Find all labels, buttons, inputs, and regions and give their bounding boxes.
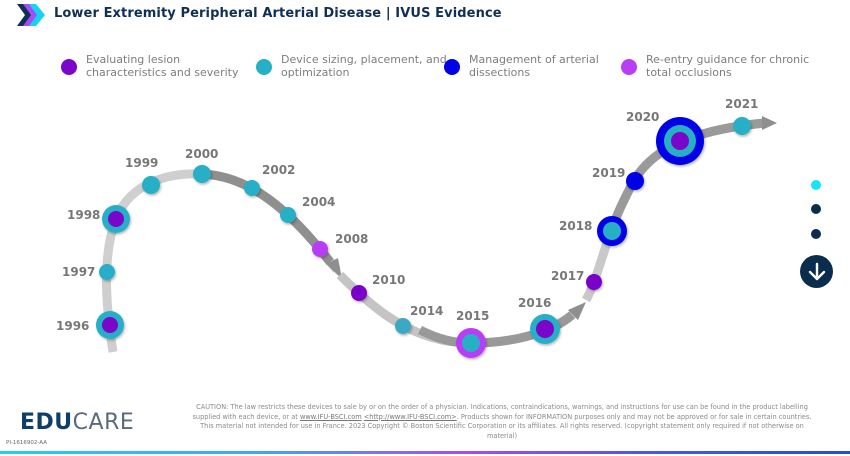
chevron-arrows-icon (17, 4, 45, 26)
brand-light: CARE (72, 410, 135, 435)
year-label: 2020 (626, 110, 659, 124)
timeline-node-2008 (312, 241, 328, 257)
year-label: 2017 (551, 269, 584, 283)
legend-dot (621, 59, 637, 75)
year-label: 1999 (125, 156, 158, 170)
legend-dot (256, 59, 272, 75)
caution-text-2: . Products shown for INFORMATION purpose… (200, 412, 812, 440)
timeline-node-1999 (142, 176, 160, 194)
caution-text: CAUTION: The law restricts these devices… (192, 403, 808, 421)
timeline-node-2020 (671, 132, 689, 150)
legend-dot (61, 59, 77, 75)
next-slide-button[interactable] (800, 255, 833, 288)
year-label: 1998 (67, 208, 100, 222)
timeline-node-2021 (733, 117, 751, 135)
legend-item: Re-entry guidance for chronic total occl… (621, 53, 821, 79)
legend-label: Evaluating lesion characteristics and se… (86, 53, 239, 79)
caution-disclaimer: CAUTION: The law restricts these devices… (188, 403, 816, 441)
year-label: 2002 (262, 163, 295, 177)
year-label: 2004 (302, 195, 335, 209)
timeline-arrowhead (326, 258, 342, 279)
timeline-node-2015 (462, 334, 480, 352)
ifu-link-url[interactable]: <http://www.IFU-BSCI.com> (363, 412, 457, 421)
year-label: 2000 (185, 147, 218, 161)
year-label: 2008 (335, 232, 368, 246)
legend-dot (444, 59, 460, 75)
timeline-node-2014 (395, 318, 411, 334)
legend-label: Re-entry guidance for chronic total occl… (646, 53, 810, 79)
ifu-link[interactable]: www.IFU-BSCI.com (299, 412, 362, 421)
year-label: 1997 (62, 265, 95, 279)
year-label: 2014 (410, 304, 443, 318)
year-label: 2016 (518, 296, 551, 310)
timeline-node-2019 (626, 172, 644, 190)
year-label: 2018 (559, 219, 592, 233)
year-label: 2019 (592, 166, 625, 180)
timeline-node-2000 (193, 165, 211, 183)
legend-item: Device sizing, placement, and, optimizat… (256, 53, 456, 79)
year-label: 2010 (372, 273, 405, 287)
arrow-down-icon (808, 262, 825, 280)
timeline-node-1998 (108, 211, 124, 227)
legend-label: Management of arterial dissections (469, 53, 599, 79)
timeline-node-2004 (280, 207, 296, 223)
timeline-arrowhead (568, 302, 586, 320)
timeline-node-2018 (603, 222, 621, 240)
bottom-gradient-bar (0, 451, 850, 454)
pager-dot[interactable] (811, 204, 821, 214)
year-label: 1996 (56, 319, 89, 333)
timeline-node-2017 (586, 274, 602, 290)
pager-dot[interactable] (811, 229, 821, 239)
year-label: 2021 (725, 97, 758, 111)
educare-logo: EDUCARE (20, 410, 134, 435)
timeline-node-2016 (536, 320, 554, 338)
timeline-track-dark (201, 169, 334, 265)
pager-dot[interactable] (811, 180, 821, 190)
timeline-arrowhead (762, 116, 777, 130)
brand-bold: EDU (20, 410, 73, 435)
legend-item: Evaluating lesion characteristics and se… (61, 53, 261, 79)
legend-label: Device sizing, placement, and, optimizat… (281, 53, 451, 79)
document-code: PI-1616902-AA (6, 440, 47, 446)
legend-item: Management of arterial dissections (444, 53, 644, 79)
timeline-node-2002 (244, 180, 260, 196)
timeline-node-1996 (102, 317, 118, 333)
page-title: Lower Extremity Peripheral Arterial Dise… (54, 6, 502, 21)
timeline-node-1997 (99, 264, 115, 280)
year-label: 2015 (456, 309, 489, 323)
timeline: 1996 1997 1998 1999 2000 2002 2004 2008 2010 2014… (56, 97, 777, 358)
timeline-node-2010 (351, 285, 367, 301)
